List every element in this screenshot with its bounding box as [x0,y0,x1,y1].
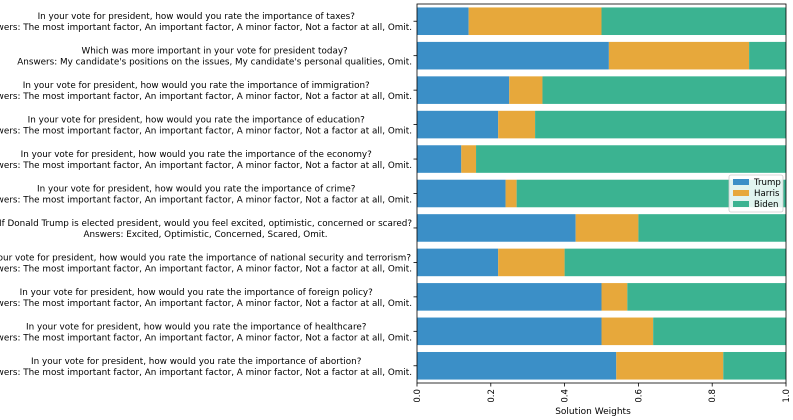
bar-harris-0 [468,7,602,36]
question-label: In your vote for president, how would yo… [31,357,362,367]
bar-trump-6 [417,214,576,242]
answers-label: Answers: My candidate's positions on the… [17,58,412,68]
bar-biden-8 [627,283,786,311]
question-label: In your vote for president, how would yo… [21,150,372,160]
bar-harris-2 [509,76,543,104]
question-label: In your vote for president, how would yo… [26,322,367,332]
x-tick-label: 0.8 [708,389,718,403]
bar-harris-1 [608,41,750,70]
plot-border [416,3,787,384]
bar-harris-3 [498,110,536,139]
bar-trump-4 [417,145,462,173]
x-tick-label: 0.0 [413,389,423,403]
bar-biden-7 [564,248,786,277]
answers-label: Answers: The most important factor, An i… [0,299,412,309]
legend-label-biden: Biden [754,200,778,210]
bar-trump-1 [417,41,609,70]
legend-swatch-trump [733,179,749,185]
bar-trump-2 [417,76,510,104]
answers-label: Answers: The most important factor, An i… [0,333,412,343]
question-label: In your vote for president, how would yo… [20,288,373,298]
plot-frame [416,3,787,384]
bar-harris-6 [575,214,639,242]
answers-label: Answers: The most important factor, An i… [0,127,412,137]
question-labels: In your vote for president, how would yo… [0,12,417,378]
bar-harris-5 [505,179,517,208]
answers-label: Answers: Excited, Optimistic, Concerned,… [84,230,328,240]
answers-label: Answers: The most important factor, An i… [0,92,412,102]
x-axis-title: Solution Weights [555,407,631,417]
x-axis: 0.0 0.2 0.4 0.6 0.8 1.0 [413,383,792,403]
bar-trump-7 [417,248,499,277]
legend-label-harris: Harris [754,189,780,199]
bar-harris-8 [601,283,628,311]
bar-biden-0 [601,7,786,36]
question-label: If Donald Trump is elected president, wo… [0,219,412,229]
legend-swatch-harris [733,190,749,196]
bar-biden-6 [638,214,786,242]
bar-harris-9 [601,317,654,346]
question-label: In your vote for president, how would yo… [0,253,411,263]
question-label: In your vote for president, how would yo… [28,116,366,126]
bar-harris-7 [498,248,565,277]
question-label: In your vote for president, how would yo… [38,12,356,22]
legend-label-trump: Trump [753,178,781,188]
x-tick-label: 1.0 [782,389,792,403]
bar-trump-10 [417,351,617,380]
x-tick-label: 0.6 [634,389,644,403]
bar-harris-4 [461,145,477,173]
bar-biden-10 [723,351,786,380]
answers-label: Answers: The most important factor, An i… [0,23,412,33]
bar-biden-3 [535,110,786,139]
answers-label: Answers: The most important factor, An i… [0,368,412,378]
answers-label: Answers: The most important factor, An i… [0,161,412,171]
bar-biden-4 [476,145,786,173]
question-label: Which was more important in your vote fo… [82,47,349,57]
question-label: In your vote for president, how would yo… [37,185,356,195]
bar-trump-9 [417,317,602,346]
bar-harris-10 [616,351,724,380]
bar-trump-5 [417,179,506,208]
bar-biden-1 [749,41,786,70]
legend-swatch-biden [733,201,749,207]
answers-label: Answers: The most important factor, An i… [0,196,412,206]
x-tick-label: 0.2 [487,389,497,403]
bar-trump-8 [417,283,602,311]
bar-biden-2 [542,76,786,104]
question-label: In your vote for president, how would yo… [23,81,370,91]
bar-biden-9 [653,317,786,346]
x-tick-label: 0.4 [561,389,571,403]
answers-label: Answers: The most important factor, An i… [0,264,412,274]
bar-trump-0 [417,7,469,36]
bars-layer [417,7,786,380]
bar-trump-3 [417,110,499,139]
